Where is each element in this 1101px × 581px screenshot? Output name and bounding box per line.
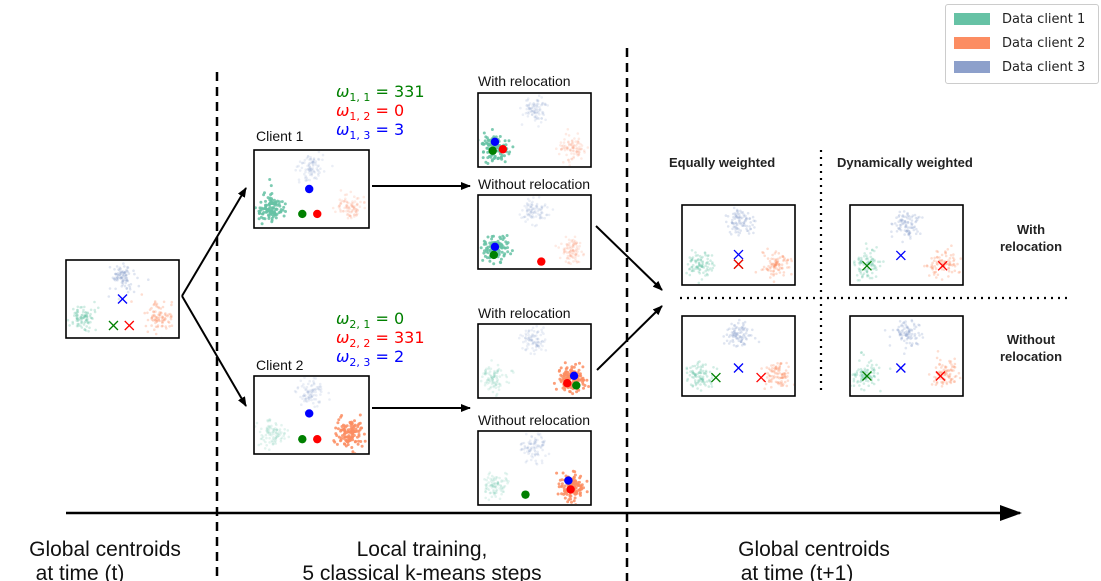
panel-initial-centroid1-cross: [108, 320, 119, 331]
with-relocation-row-label-1: With: [1017, 222, 1045, 237]
panel-eq-without-centroid2-cross: [756, 372, 767, 383]
timeline-section2-line2: 5 classical k-means steps: [302, 562, 541, 581]
panel-dyn-with-centroid3-cross: [895, 250, 906, 261]
without-relocation-row-label-2: relocation: [1000, 349, 1062, 364]
c1-with-relocation-title: With relocation: [478, 73, 571, 89]
legend-swatch-client3: [954, 61, 990, 73]
panel-initial: [65, 259, 180, 339]
legend-item-client3: Data client 3: [954, 57, 1085, 77]
arrow-to-client2: [181, 295, 247, 407]
panel-c2-with-reloc-centroid2-dot: [563, 379, 572, 388]
legend-item-client2: Data client 2: [954, 33, 1085, 53]
weight-omega-1-2: ω1, 2 = 0: [336, 101, 404, 123]
client2-label: Client 2: [256, 357, 304, 373]
panel-c1-without-reloc-centroid3-dot: [490, 242, 500, 251]
weight-omega-1-3: ω1, 3 = 3: [336, 120, 404, 142]
panel-client2: [253, 375, 370, 455]
legend-item-client1: Data client 1: [954, 9, 1085, 29]
timeline-section3-line1: Global centroids: [738, 538, 890, 561]
arrow-to-client1: [181, 187, 247, 297]
panel-c1-without-reloc-centroid1-dot: [489, 250, 499, 260]
panel-c1-with-reloc-centroid1-dot: [488, 146, 497, 155]
timeline-section2-line1: Local training,: [357, 538, 488, 561]
timeline-section3-line2: at time (t+1): [741, 562, 854, 581]
panel-c1-without-reloc-centroid2-dot: [537, 257, 546, 266]
panel-initial-centroid3-cross: [117, 294, 128, 304]
panel-c1-with-reloc-centroid3-dot: [490, 137, 500, 147]
legend-label-client1: Data client 1: [1002, 11, 1086, 27]
panel-dyn-with-centroid2-cross: [937, 260, 948, 271]
panel-dyn-with: [849, 204, 964, 286]
timeline-section1-line2: at time (t): [36, 562, 125, 581]
equally-weighted-heading: Equally weighted: [669, 155, 775, 170]
panel-client2-centroid2-dot: [313, 434, 322, 444]
panel-c2-without-reloc-centroid2-dot: [566, 485, 575, 494]
panel-c2-with-reloc-centroid3-dot: [569, 371, 579, 380]
panel-c2-without-reloc-centroid1-dot: [521, 490, 530, 499]
without-relocation-row-label-1: Without: [1007, 332, 1056, 347]
legend-swatch-client2: [954, 37, 990, 49]
panel-initial-centroid2-cross: [124, 320, 135, 331]
c2-with-relocation-title: With relocation: [478, 305, 571, 321]
dynamically-weighted-heading: Dynamically weighted: [837, 155, 973, 170]
panel-c2-with-reloc: [477, 323, 592, 399]
panel-dyn-without: [849, 315, 964, 397]
panel-dyn-with-centroid1-cross: [861, 260, 872, 271]
panel-c1-with-reloc-centroid2-dot: [498, 145, 508, 154]
panel-client2-centroid3-dot: [305, 409, 314, 418]
panel-c1-with-reloc: [477, 92, 592, 168]
panel-client1: [253, 149, 370, 229]
panel-client1-centroid2-dot: [313, 209, 322, 219]
timeline-section1-line1: Global centroids: [29, 538, 181, 561]
weight-omega-2-3: ω2, 3 = 2: [336, 347, 404, 369]
panel-dyn-without-centroid2-cross: [935, 371, 946, 381]
with-relocation-row-label-2: relocation: [1000, 239, 1062, 254]
c2-without-relocation-title: Without relocation: [478, 412, 590, 428]
panel-eq-without: [681, 315, 796, 397]
panel-client1-centroid1-dot: [298, 209, 307, 219]
panel-client2-centroid1-dot: [298, 434, 307, 444]
c1-without-relocation-title: Without relocation: [478, 176, 590, 192]
panel-eq-with: [681, 204, 796, 286]
weight-omega-2-2: ω2, 2 = 331: [336, 328, 425, 350]
panel-dyn-without-centroid1-cross: [861, 371, 872, 381]
panel-dyn-without-centroid3-cross: [895, 363, 906, 373]
panel-eq-without-centroid1-cross: [710, 372, 721, 383]
panel-c1-without-reloc: [477, 194, 592, 270]
panel-c2-without-reloc-centroid3-dot: [564, 476, 573, 485]
legend-swatch-client1: [954, 13, 990, 25]
arrow-merge-top: [595, 225, 663, 291]
legend-label-client3: Data client 3: [1002, 59, 1086, 75]
panel-c2-without-reloc: [477, 430, 592, 506]
weight-omega-1-1: ω1, 1 = 331: [336, 82, 425, 104]
legend: Data client 1 Data client 2 Data client …: [945, 4, 1099, 84]
arrow-merge-bottom: [596, 305, 663, 371]
panel-eq-with-centroid2-cross: [733, 259, 744, 270]
panel-c2-with-reloc-centroid1-dot: [572, 381, 581, 390]
panel-eq-without-centroid3-cross: [733, 363, 744, 373]
legend-label-client2: Data client 2: [1002, 35, 1086, 51]
client1-label: Client 1: [256, 128, 304, 144]
panel-eq-with-centroid3-cross: [733, 249, 744, 260]
weight-omega-2-1: ω2, 1 = 0: [336, 309, 404, 331]
panel-client1-centroid3-dot: [305, 184, 314, 194]
